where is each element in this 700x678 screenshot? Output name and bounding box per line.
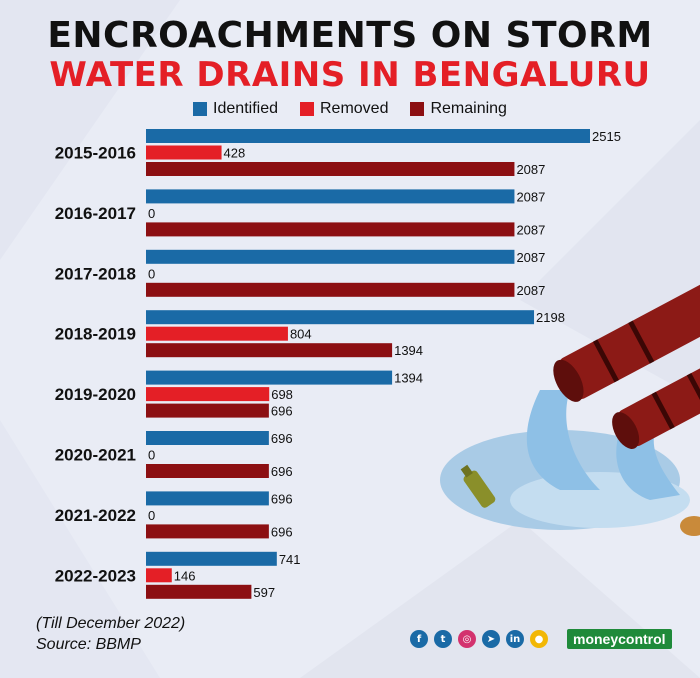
legend-swatch-removed [299,102,314,116]
data-label-identified: 1394 [394,371,423,386]
chart-title-line2: WATER DRAINS IN BENGALURU [49,55,651,95]
data-label-removed: 804 [290,327,312,342]
data-label-remaining: 2087 [516,162,545,177]
bar-identified [146,491,269,506]
category-label: 2016-2017 [55,204,136,223]
footnote: (Till December 2022) [36,615,186,632]
data-label-remaining: 2087 [516,222,545,237]
legend-swatch-identified [193,102,208,116]
bar-remaining [146,162,515,176]
data-label-identified: 2515 [592,129,621,144]
bar-identified [146,310,535,325]
bar-identified [146,249,515,264]
data-label-removed: 0 [148,206,155,221]
brand-logo: moneycontrol [567,629,672,649]
data-label-removed: 0 [148,266,155,281]
data-label-removed: 0 [148,508,155,523]
telegram-icon[interactable]: ➤ [482,630,500,648]
bar-identified [146,551,277,566]
data-label-remaining: 1394 [394,343,423,358]
category-label: 2020-2021 [55,446,136,465]
legend: Identified Removed Remaining [0,100,700,118]
data-label-identified: 696 [271,491,293,506]
data-label-remaining: 597 [253,585,275,600]
data-label-removed: 146 [174,568,196,583]
social-icons: f t ◎ ➤ in ● [410,630,548,648]
bar-removed [146,568,172,583]
data-label-identified: 741 [279,552,301,567]
legend-item-removed: Removed [299,100,389,118]
data-label-identified: 2087 [516,189,545,204]
category-label: 2018-2019 [55,325,136,344]
bar-identified [146,370,393,385]
data-label-remaining: 696 [271,404,293,419]
category-label: 2022-2023 [55,566,136,585]
data-label-removed: 698 [271,387,293,402]
bar-remaining [146,403,269,418]
data-label-identified: 696 [271,431,293,446]
legend-label-removed: Removed [319,100,389,117]
category-label: 2019-2020 [55,385,136,404]
source-note: Source: BBMP [36,636,141,653]
bar-remaining [146,584,252,599]
category-label: 2017-2018 [55,264,136,283]
bar-remaining [146,464,269,478]
chart-title-line1: ENCROACHMENTS ON STORM [47,15,653,56]
facebook-icon[interactable]: f [410,630,428,648]
linkedin-icon[interactable]: in [506,630,524,648]
bar-identified [146,431,269,445]
data-label-removed: 428 [224,146,246,161]
instagram-icon[interactable]: ◎ [458,630,476,648]
bar-remaining [146,343,393,358]
category-label: 2015-2016 [55,144,136,163]
data-label-remaining: 696 [271,524,293,539]
bar-remaining [146,222,515,237]
bar-remaining [146,524,269,539]
legend-label-remaining: Remaining [430,100,507,117]
bar-removed [146,145,222,160]
data-label-removed: 0 [148,448,155,463]
koo-icon[interactable]: ● [530,630,548,648]
legend-item-identified: Identified [193,100,278,118]
bar-removed [146,387,270,402]
legend-label-identified: Identified [213,100,278,117]
data-label-remaining: 2087 [516,283,545,298]
bar-removed [146,326,288,341]
bar-identified [146,189,515,204]
bar-identified [146,129,590,143]
data-label-identified: 2087 [516,250,545,265]
legend-swatch-remaining [410,102,425,116]
data-label-identified: 2198 [536,310,565,325]
bar-remaining [146,282,515,297]
twitter-icon[interactable]: t [434,630,452,648]
legend-item-remaining: Remaining [410,100,507,118]
data-label-remaining: 696 [271,464,293,479]
category-label: 2021-2022 [55,506,136,525]
